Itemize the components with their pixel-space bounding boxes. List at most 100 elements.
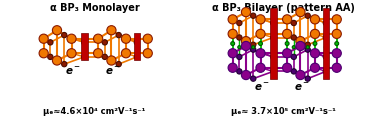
Circle shape — [67, 49, 76, 58]
Circle shape — [48, 40, 53, 45]
Text: $\bfit{e}^-$: $\bfit{e}^-$ — [105, 66, 121, 77]
Circle shape — [335, 42, 339, 45]
Text: α BP₃ Monolayer: α BP₃ Monolayer — [50, 3, 139, 13]
Circle shape — [242, 41, 251, 51]
Circle shape — [256, 15, 265, 24]
Circle shape — [271, 20, 276, 26]
Circle shape — [296, 41, 305, 51]
Circle shape — [323, 20, 328, 26]
Circle shape — [305, 42, 310, 47]
Circle shape — [292, 46, 295, 49]
Circle shape — [259, 42, 262, 45]
Circle shape — [296, 8, 305, 17]
Circle shape — [228, 15, 237, 24]
Circle shape — [121, 49, 130, 58]
Circle shape — [252, 46, 255, 49]
Circle shape — [282, 49, 292, 58]
Circle shape — [305, 47, 310, 52]
Circle shape — [251, 13, 256, 18]
Circle shape — [291, 69, 296, 74]
Circle shape — [228, 63, 237, 72]
Circle shape — [102, 54, 107, 60]
Circle shape — [48, 54, 53, 60]
Circle shape — [256, 63, 265, 72]
Circle shape — [291, 20, 296, 26]
Circle shape — [143, 34, 152, 43]
Text: α BP₃ Bilayer (pattern AA): α BP₃ Bilayer (pattern AA) — [212, 3, 355, 13]
Circle shape — [296, 37, 305, 46]
Circle shape — [256, 49, 265, 58]
Circle shape — [282, 63, 292, 72]
Circle shape — [107, 56, 116, 65]
Circle shape — [39, 49, 48, 58]
Circle shape — [238, 46, 241, 49]
Text: $\bfit{e}^-$: $\bfit{e}^-$ — [65, 66, 81, 77]
Circle shape — [53, 26, 62, 35]
Circle shape — [323, 54, 328, 60]
Circle shape — [134, 40, 139, 45]
Text: $\bfit{e}^-$: $\bfit{e}^-$ — [254, 82, 270, 93]
Circle shape — [310, 29, 319, 38]
Circle shape — [242, 8, 251, 17]
Circle shape — [116, 61, 121, 67]
Circle shape — [82, 40, 87, 45]
Circle shape — [313, 42, 317, 45]
Text: μₑ≈ 3.7×10⁵ cm²V⁻¹s⁻¹: μₑ≈ 3.7×10⁵ cm²V⁻¹s⁻¹ — [231, 107, 336, 116]
Circle shape — [332, 49, 341, 58]
Circle shape — [107, 26, 116, 35]
Circle shape — [237, 69, 242, 74]
Circle shape — [121, 34, 130, 43]
Circle shape — [296, 70, 305, 80]
Circle shape — [310, 15, 319, 24]
Text: $\bfit{e}^-$: $\bfit{e}^-$ — [294, 82, 310, 93]
Circle shape — [305, 76, 310, 81]
Circle shape — [291, 54, 296, 60]
Circle shape — [282, 15, 292, 24]
Circle shape — [62, 32, 67, 38]
Circle shape — [53, 56, 62, 65]
Bar — [82, 33, 88, 60]
Circle shape — [332, 15, 341, 24]
Circle shape — [67, 34, 76, 43]
Circle shape — [93, 49, 103, 58]
Circle shape — [271, 69, 276, 74]
Circle shape — [271, 54, 276, 60]
Circle shape — [237, 54, 242, 60]
Bar — [322, 8, 329, 79]
Circle shape — [242, 70, 251, 80]
Circle shape — [228, 49, 237, 58]
Circle shape — [310, 49, 319, 58]
Circle shape — [242, 37, 251, 46]
Circle shape — [251, 76, 256, 81]
Circle shape — [244, 42, 248, 45]
Circle shape — [134, 54, 139, 60]
Circle shape — [305, 13, 310, 18]
Circle shape — [323, 35, 328, 40]
Circle shape — [306, 46, 309, 49]
Circle shape — [143, 49, 152, 58]
Circle shape — [324, 46, 327, 49]
Circle shape — [82, 54, 87, 60]
Circle shape — [116, 32, 121, 38]
Circle shape — [285, 42, 289, 45]
Circle shape — [282, 29, 292, 38]
Circle shape — [332, 29, 341, 38]
Circle shape — [102, 40, 107, 45]
Circle shape — [251, 47, 256, 52]
Circle shape — [271, 35, 276, 40]
Circle shape — [251, 42, 256, 47]
Bar — [271, 8, 277, 79]
Circle shape — [332, 63, 341, 72]
Circle shape — [291, 35, 296, 40]
Circle shape — [310, 63, 319, 72]
Circle shape — [231, 42, 235, 45]
Circle shape — [228, 29, 237, 38]
Circle shape — [272, 46, 275, 49]
Text: μₑ≈4.6×10⁴ cm²V⁻¹s⁻¹: μₑ≈4.6×10⁴ cm²V⁻¹s⁻¹ — [43, 107, 146, 116]
Circle shape — [39, 34, 48, 43]
Circle shape — [256, 29, 265, 38]
Circle shape — [237, 35, 242, 40]
Circle shape — [299, 42, 302, 45]
Circle shape — [323, 69, 328, 74]
Bar — [133, 33, 140, 60]
